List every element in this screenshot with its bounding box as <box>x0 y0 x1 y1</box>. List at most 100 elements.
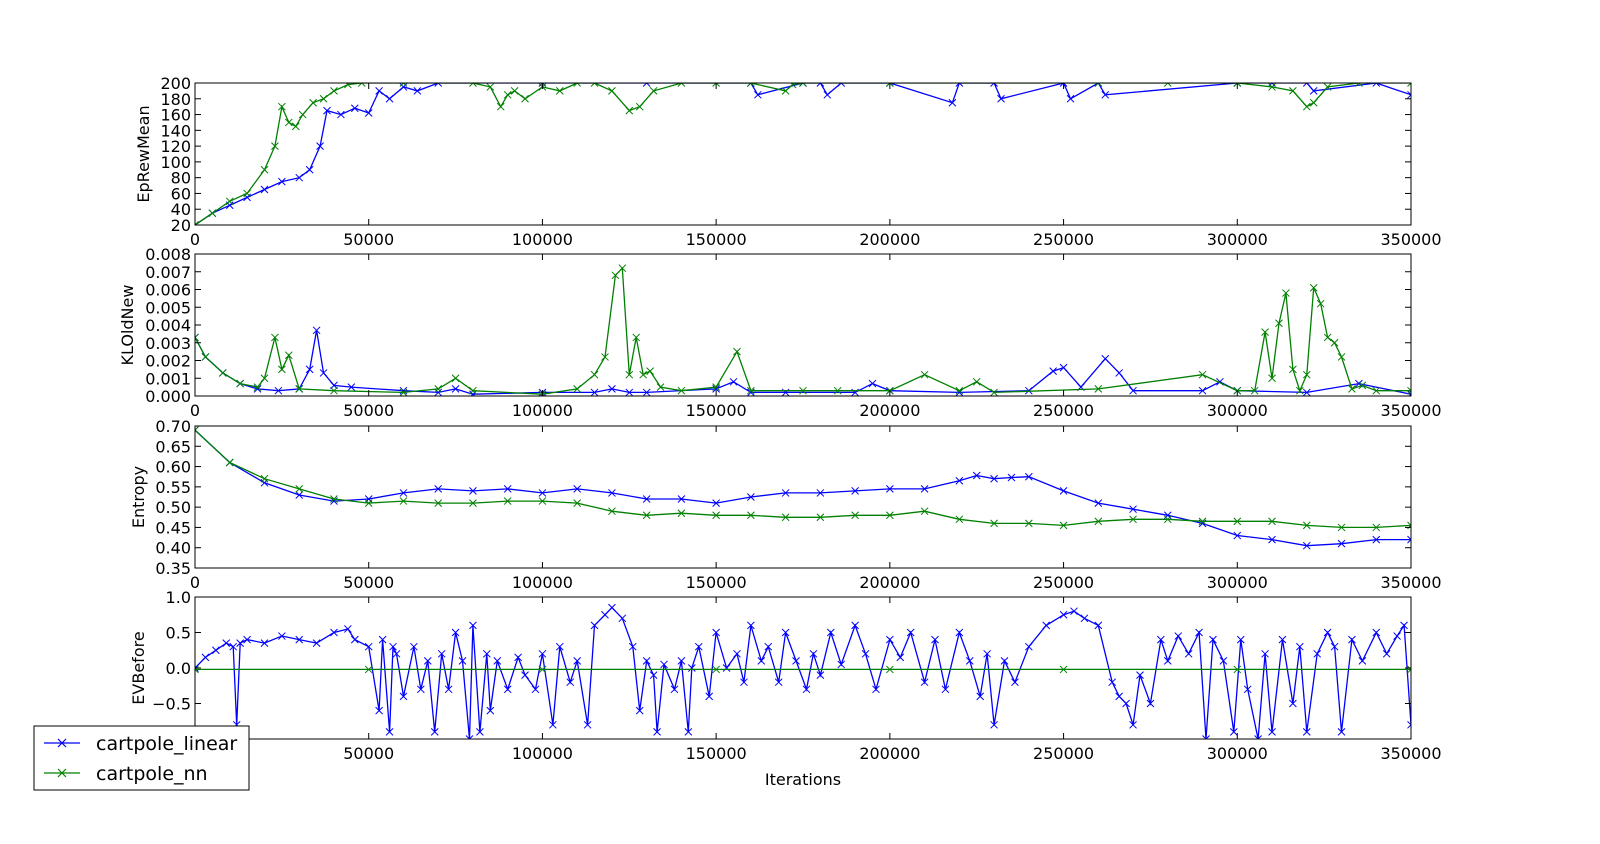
data-point <box>1233 665 1242 674</box>
data-point <box>330 87 338 95</box>
x-tick-label: 200000 <box>859 573 920 592</box>
data-point <box>747 493 755 501</box>
data-point <box>705 692 714 701</box>
y-tick-label: 60 <box>171 184 191 203</box>
data-point <box>983 649 991 658</box>
data-point <box>260 374 269 383</box>
legend-label: cartpole_linear <box>96 733 237 755</box>
legend-box <box>33 725 250 791</box>
y-tick-label: −0.5 <box>152 695 191 714</box>
y-tick-label: 0.000 <box>145 387 191 406</box>
data-point <box>458 657 467 665</box>
data-point <box>1198 370 1207 379</box>
subplots-group: 0 50000 100000 150000 200000 250000 300000 3500… <box>118 74 1442 763</box>
data-point <box>1163 83 1172 87</box>
data-point <box>1302 541 1311 550</box>
data-point <box>1195 628 1203 637</box>
y-tick-label: 0.0 <box>166 659 191 678</box>
data-point <box>642 657 651 665</box>
y-tick-label: 180 <box>160 90 191 109</box>
x-tick-label: 250000 <box>1033 573 1094 592</box>
data-point <box>1094 385 1103 393</box>
data-point <box>799 386 807 395</box>
data-point <box>1108 678 1117 687</box>
data-point <box>392 649 401 658</box>
data-point <box>503 685 512 694</box>
data-point <box>284 351 293 360</box>
data-point <box>1024 519 1033 528</box>
data-point <box>573 83 582 87</box>
data-point <box>312 639 321 648</box>
subplot-evbefore: 50000 100000 150000 200000 250000 300000 35000… <box>129 588 1442 763</box>
plot-frame <box>194 82 1412 226</box>
data-point <box>469 487 477 495</box>
data-point <box>1059 610 1068 619</box>
data-point <box>920 678 929 687</box>
data-point <box>816 83 825 87</box>
data-point <box>1393 632 1401 640</box>
y-tick-label: 0.45 <box>155 518 191 537</box>
data-point <box>1129 515 1137 524</box>
data-point <box>1372 628 1381 637</box>
data-point <box>573 385 582 393</box>
data-point <box>451 374 460 383</box>
data-point <box>733 347 741 356</box>
data-point <box>319 369 328 377</box>
data-point <box>1309 283 1318 292</box>
data-point <box>312 326 321 335</box>
data-point <box>503 90 512 99</box>
data-point <box>1059 363 1068 372</box>
data-point <box>955 386 964 395</box>
data-point <box>642 495 651 503</box>
data-point <box>1233 83 1242 87</box>
data-point <box>225 458 234 467</box>
data-point <box>823 90 832 99</box>
data-point <box>548 720 557 729</box>
y-tick-label: 0.50 <box>155 498 191 517</box>
data-point <box>712 385 720 393</box>
data-point <box>1094 83 1103 87</box>
x-tick-label: 250000 <box>1033 401 1094 420</box>
x-tick-label: 100000 <box>512 401 573 420</box>
data-point <box>260 185 269 194</box>
data-point <box>344 625 352 633</box>
y-tick-label: 0.001 <box>145 369 191 388</box>
x-tick-label: 50000 <box>343 744 394 763</box>
data-point <box>1313 649 1322 658</box>
x-tick-label: 0 <box>190 401 200 420</box>
x-tick-label: 300000 <box>1207 744 1268 763</box>
data-point <box>590 370 599 379</box>
data-point <box>955 83 964 87</box>
data-point <box>295 485 304 493</box>
subplot-eprewmean: 0 50000 100000 150000 200000 250000 300000 3500… <box>134 74 1442 249</box>
data-point <box>271 333 279 342</box>
data-point <box>347 383 356 391</box>
data-point <box>635 102 644 111</box>
data-point <box>747 83 755 87</box>
data-point <box>469 83 477 87</box>
data-point <box>1129 720 1137 729</box>
data-point <box>531 685 540 694</box>
data-point <box>1094 517 1103 526</box>
data-point <box>555 642 564 651</box>
data-point <box>816 513 825 522</box>
data-point <box>510 87 519 95</box>
data-point <box>1136 671 1144 679</box>
x-tick-label: 300000 <box>1207 573 1268 592</box>
data-point <box>1198 517 1207 526</box>
y-tick-label: 0.004 <box>145 316 191 335</box>
data-point <box>1146 699 1155 708</box>
x-tick-label: 200000 <box>859 401 920 420</box>
data-point <box>955 628 964 637</box>
data-point <box>482 649 491 658</box>
data-point <box>1337 523 1346 532</box>
data-point <box>1094 499 1103 507</box>
data-point <box>225 197 234 206</box>
data-point <box>608 385 616 393</box>
data-point <box>218 369 227 377</box>
x-tick-label: 300000 <box>1207 401 1268 420</box>
data-point <box>330 386 338 395</box>
data-point <box>1229 728 1238 736</box>
data-point <box>872 685 880 694</box>
data-point <box>920 507 929 516</box>
